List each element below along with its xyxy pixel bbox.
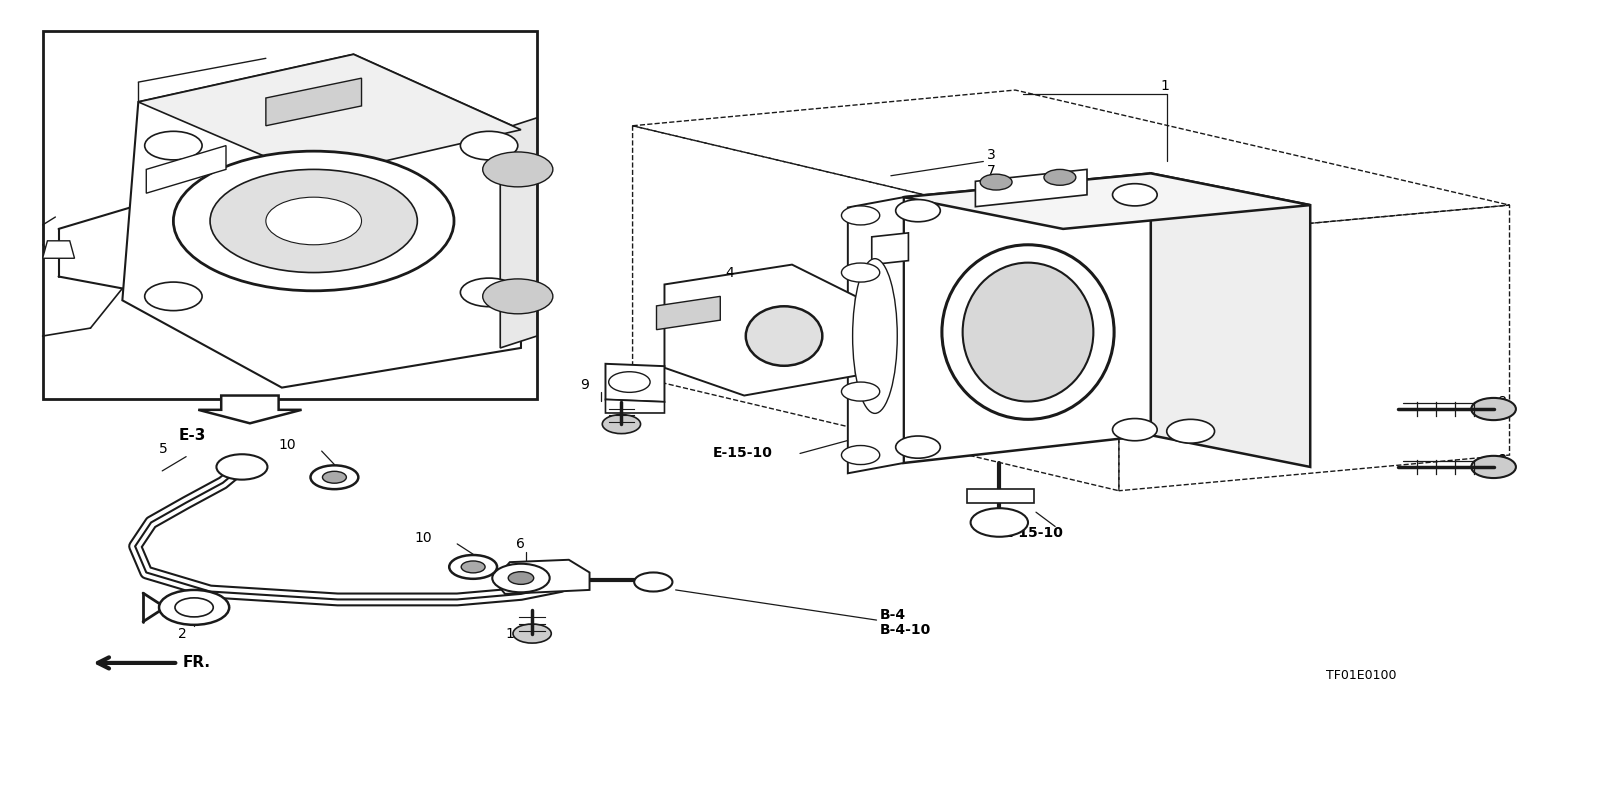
Circle shape bbox=[1166, 419, 1214, 443]
Text: 5: 5 bbox=[158, 442, 168, 455]
Circle shape bbox=[173, 151, 454, 291]
Circle shape bbox=[896, 436, 941, 458]
Circle shape bbox=[461, 561, 485, 573]
Circle shape bbox=[450, 555, 498, 578]
Polygon shape bbox=[1150, 173, 1310, 467]
Circle shape bbox=[842, 263, 880, 282]
Circle shape bbox=[1112, 184, 1157, 206]
Ellipse shape bbox=[963, 263, 1093, 401]
Circle shape bbox=[602, 415, 640, 434]
Polygon shape bbox=[872, 233, 909, 264]
Circle shape bbox=[461, 131, 518, 160]
Polygon shape bbox=[138, 54, 522, 177]
Text: TF01E0100: TF01E0100 bbox=[1326, 669, 1397, 682]
Text: E-15-10: E-15-10 bbox=[1005, 526, 1064, 540]
Circle shape bbox=[144, 131, 202, 160]
Text: 6: 6 bbox=[517, 537, 525, 551]
Circle shape bbox=[608, 372, 650, 392]
Text: 9: 9 bbox=[579, 378, 589, 392]
Circle shape bbox=[158, 590, 229, 625]
Circle shape bbox=[461, 278, 518, 307]
Circle shape bbox=[514, 624, 552, 643]
Circle shape bbox=[310, 465, 358, 489]
Polygon shape bbox=[198, 396, 301, 423]
Circle shape bbox=[842, 446, 880, 464]
Text: 3: 3 bbox=[987, 148, 995, 162]
Circle shape bbox=[1472, 398, 1515, 420]
Polygon shape bbox=[656, 296, 720, 330]
Polygon shape bbox=[664, 264, 856, 396]
Circle shape bbox=[210, 169, 418, 272]
Polygon shape bbox=[848, 197, 904, 473]
Circle shape bbox=[842, 206, 880, 225]
Circle shape bbox=[323, 471, 346, 483]
Bar bbox=[43, 30, 538, 400]
Ellipse shape bbox=[853, 259, 898, 413]
Circle shape bbox=[266, 197, 362, 244]
Circle shape bbox=[483, 152, 554, 187]
Text: 7: 7 bbox=[987, 164, 995, 178]
Circle shape bbox=[144, 282, 202, 311]
Polygon shape bbox=[605, 364, 664, 402]
Polygon shape bbox=[976, 169, 1086, 207]
Circle shape bbox=[634, 572, 672, 591]
Circle shape bbox=[216, 455, 267, 479]
Circle shape bbox=[483, 279, 554, 314]
Text: B-4: B-4 bbox=[880, 608, 906, 622]
Circle shape bbox=[981, 174, 1013, 190]
Polygon shape bbox=[146, 145, 226, 193]
Text: 11: 11 bbox=[506, 626, 523, 641]
Text: 8: 8 bbox=[1498, 453, 1507, 467]
Polygon shape bbox=[904, 173, 1310, 229]
Circle shape bbox=[174, 598, 213, 617]
Text: E-15-10: E-15-10 bbox=[712, 447, 773, 460]
Circle shape bbox=[1043, 169, 1075, 185]
Polygon shape bbox=[494, 560, 589, 594]
Polygon shape bbox=[43, 240, 75, 258]
Polygon shape bbox=[266, 78, 362, 125]
Circle shape bbox=[1112, 419, 1157, 441]
Text: 2: 2 bbox=[178, 626, 187, 641]
Polygon shape bbox=[904, 173, 1150, 463]
Circle shape bbox=[493, 564, 550, 592]
Text: FR.: FR. bbox=[182, 655, 211, 670]
Text: E-3: E-3 bbox=[178, 427, 205, 443]
Text: 10: 10 bbox=[278, 438, 296, 451]
Text: B-4-10: B-4-10 bbox=[880, 622, 931, 637]
Text: 8: 8 bbox=[1498, 395, 1507, 409]
Text: 10: 10 bbox=[414, 531, 432, 546]
Text: 4: 4 bbox=[725, 265, 734, 280]
Circle shape bbox=[509, 571, 534, 584]
Circle shape bbox=[896, 200, 941, 222]
Ellipse shape bbox=[942, 244, 1114, 419]
Circle shape bbox=[1472, 456, 1515, 478]
Polygon shape bbox=[968, 489, 1034, 503]
Circle shape bbox=[842, 382, 880, 401]
Polygon shape bbox=[605, 400, 664, 413]
Text: 1: 1 bbox=[1160, 79, 1170, 93]
Ellipse shape bbox=[746, 306, 822, 366]
Circle shape bbox=[971, 508, 1029, 537]
Polygon shape bbox=[501, 117, 538, 348]
Polygon shape bbox=[122, 54, 522, 388]
